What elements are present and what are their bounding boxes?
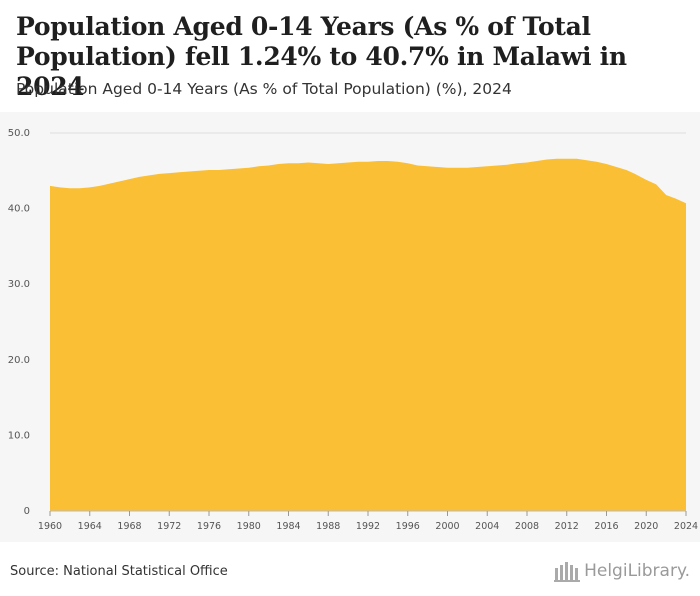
data-point xyxy=(685,202,687,204)
source-text: Source: National Statistical Office xyxy=(10,564,228,579)
x-tick-label: 1972 xyxy=(157,521,181,532)
data-point xyxy=(178,171,180,173)
data-point xyxy=(337,162,339,164)
x-tick-label: 2012 xyxy=(555,521,579,532)
data-point xyxy=(397,161,399,163)
data-point xyxy=(665,194,667,196)
data-point xyxy=(307,161,309,163)
data-point xyxy=(327,163,329,165)
x-tick-label: 2000 xyxy=(435,521,459,532)
data-point xyxy=(79,187,81,189)
x-tick-label: 2016 xyxy=(594,521,618,532)
y-tick-label: 20.0 xyxy=(8,355,30,366)
data-point xyxy=(546,158,548,160)
data-point xyxy=(486,165,488,167)
data-point xyxy=(655,183,657,185)
y-tick-label: 40.0 xyxy=(8,204,30,215)
data-point xyxy=(436,166,438,168)
data-point xyxy=(416,164,418,166)
area-series xyxy=(50,158,686,512)
x-tick-label: 2004 xyxy=(475,521,499,532)
data-point xyxy=(357,161,359,163)
data-point xyxy=(407,162,409,164)
x-tick-label: 1992 xyxy=(356,521,380,532)
data-point xyxy=(516,162,518,164)
data-point xyxy=(49,185,51,187)
data-point xyxy=(595,161,597,163)
footer: Source: National Statistical Office Helg… xyxy=(0,542,700,596)
data-point xyxy=(446,167,448,169)
x-tick-label: 1976 xyxy=(197,521,221,532)
data-point xyxy=(506,164,508,166)
data-point xyxy=(615,166,617,168)
data-point xyxy=(347,161,349,163)
data-point xyxy=(367,161,369,163)
area-chart: 0 10.0 20.0 30.0 40.0 50.0 1960 1964 1968 1972 197… xyxy=(8,128,698,532)
data-point xyxy=(148,174,150,176)
data-point xyxy=(456,167,458,169)
data-point xyxy=(267,164,269,166)
data-point xyxy=(168,172,170,174)
data-point xyxy=(575,158,577,160)
data-point xyxy=(536,160,538,162)
page-title: Population Aged 0-14 Years (As % of Tota… xyxy=(16,12,627,101)
data-point xyxy=(208,169,210,171)
x-tick-label: 1960 xyxy=(38,521,62,532)
header: Population Aged 0-14 Years (As % of Tota… xyxy=(0,0,700,112)
data-point xyxy=(317,162,319,164)
data-point xyxy=(496,164,498,166)
y-tick-label: 0 xyxy=(24,506,30,517)
data-point xyxy=(635,173,637,175)
data-point xyxy=(605,163,607,165)
data-point xyxy=(257,165,259,167)
data-point xyxy=(69,187,71,189)
data-point xyxy=(248,167,250,169)
data-point xyxy=(228,168,230,170)
data-point xyxy=(377,160,379,162)
data-point xyxy=(138,176,140,178)
data-point xyxy=(585,159,587,161)
data-point xyxy=(426,165,428,167)
y-tick-label: 30.0 xyxy=(8,279,30,290)
x-tick-label: 1988 xyxy=(316,521,340,532)
x-tick-label: 1980 xyxy=(237,521,261,532)
data-point xyxy=(108,182,110,184)
data-point xyxy=(526,161,528,163)
data-point xyxy=(645,179,647,181)
data-point xyxy=(128,178,130,180)
y-tick-label: 10.0 xyxy=(8,430,30,441)
data-point xyxy=(566,158,568,160)
data-point xyxy=(625,169,627,171)
data-point xyxy=(89,186,91,188)
data-point xyxy=(238,167,240,169)
data-point xyxy=(59,186,61,188)
x-tick-label: 1964 xyxy=(78,521,102,532)
data-point xyxy=(675,198,677,200)
data-point xyxy=(98,185,100,187)
building-icon xyxy=(554,562,581,582)
x-tick-label: 2008 xyxy=(515,521,539,532)
data-point xyxy=(218,169,220,171)
data-point xyxy=(387,160,389,162)
data-point xyxy=(277,163,279,165)
data-point xyxy=(297,162,299,164)
data-point xyxy=(556,158,558,160)
data-point xyxy=(118,180,120,182)
chart-area: 0 10.0 20.0 30.0 40.0 50.0 1960 1964 1968 1972 197… xyxy=(0,112,700,542)
data-point xyxy=(476,166,478,168)
y-tick-label: 50.0 xyxy=(8,128,30,139)
helgi-library-logo[interactable]: HelgiLibrary. xyxy=(554,560,690,582)
x-tick-label: 1968 xyxy=(117,521,141,532)
x-tick-label: 1984 xyxy=(276,521,300,532)
data-point xyxy=(287,162,289,164)
data-point xyxy=(158,173,160,175)
x-tick-label: 1996 xyxy=(396,521,420,532)
data-point xyxy=(198,170,200,172)
data-point xyxy=(466,167,468,169)
logo-text: HelgiLibrary. xyxy=(584,561,690,581)
data-point xyxy=(188,170,190,172)
chart-subtitle: Population Aged 0-14 Years (As % of Tota… xyxy=(16,80,512,98)
x-tick-label: 2024 xyxy=(674,521,698,532)
x-tick-label: 2020 xyxy=(634,521,658,532)
